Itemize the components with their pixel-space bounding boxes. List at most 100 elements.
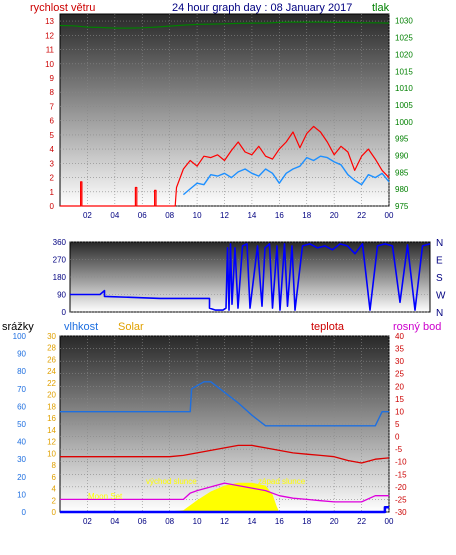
y-tick-label-temp: -15 [395,470,407,479]
y-tick-label-wind: 10 [45,60,54,69]
y-tick-label-temp: -5 [395,445,403,454]
label-solar: Solar [118,321,144,333]
y-tick-label-compass: N [436,238,443,249]
y-tick-label-solar: 24 [47,367,56,376]
y-tick-label-solar: 6 [52,473,57,482]
annotation-vychod-slunce: východ slunce [146,477,197,486]
series-pressure [59,21,390,29]
label-teplota: teplota [311,321,345,333]
y-tick-label-humidity: 20 [17,473,26,482]
y-tick-label-solar: 12 [47,438,56,447]
y-tick-label-wind: 6 [50,117,55,126]
data-series [59,21,431,514]
y-tick-label-temp: -25 [395,495,407,504]
y-tick-label-wind: 5 [50,131,55,140]
y-tick-label-solar: 22 [47,379,56,388]
x-tick-label: 08 [165,517,174,526]
x-tick-label: 00 [385,211,394,220]
y-tick-label-wind: 11 [46,46,55,55]
x-tick-label: 20 [330,517,339,526]
y-tick-label-compass: N [436,308,443,319]
header-left: rychlost větru [30,2,95,14]
y-tick-label-temp: -20 [395,483,407,492]
y-tick-label-pressure: 1010 [395,84,413,93]
y-tick-label-wind: 3 [50,159,55,168]
y-tick-label-temp: -30 [395,508,407,517]
y-tick-label-pressure: 1000 [395,118,413,127]
y-tick-label-solar: 26 [47,355,56,364]
y-tick-label-direction: 360 [53,238,67,247]
x-tick-label: 18 [302,211,311,220]
y-tick-label-wind: 1 [50,188,55,197]
series-humidity [60,381,389,427]
x-tick-label: 14 [247,211,256,220]
y-tick-label-humidity: 50 [17,420,26,429]
y-tick-label-compass: E [436,256,443,267]
label-rosny-bod: rosný bod [393,321,441,333]
y-tick-label-wind: 8 [50,88,55,97]
series-temperature [60,444,390,464]
y-tick-label-humidity: 90 [17,350,26,359]
y-tick-label-wind: 7 [50,102,55,111]
y-tick-label-humidity: 30 [17,455,26,464]
y-tick-label-temp: 35 [395,345,404,354]
y-tick-label-solar: 4 [52,485,57,494]
y-tick-label-compass: W [436,291,446,302]
y-tick-label-solar: 2 [52,496,57,505]
header-right: tlak [372,2,390,14]
y-tick-label-solar: 18 [47,402,56,411]
y-tick-label-direction: 270 [53,256,67,265]
x-tick-label: 04 [110,211,119,220]
y-tick-label-temp: 15 [395,395,404,404]
y-tick-label-humidity: 70 [17,385,26,394]
y-tick-label-temp: 5 [395,420,400,429]
x-tick-label: 16 [275,517,284,526]
series-dewpoint [60,482,389,503]
series-wind-direction [70,243,431,311]
y-tick-label-humidity: 60 [17,402,26,411]
series-wind-avg [182,155,390,196]
x-tick-label: 10 [193,517,202,526]
y-tick-label-temp: 25 [395,370,404,379]
label-srazky: srážky [2,321,34,333]
x-tick-label: 16 [275,211,284,220]
y-tick-label-pressure: 990 [395,151,409,160]
y-tick-label-direction: 180 [53,273,67,282]
y-tick-label-solar: 14 [47,426,56,435]
y-tick-label-pressure: 985 [395,168,409,177]
y-tick-label-humidity: 80 [17,367,26,376]
series-wind-gust [60,125,390,207]
x-tick-label: 10 [193,211,202,220]
y-tick-label-pressure: 1020 [395,50,413,59]
x-tick-label: 06 [138,211,147,220]
y-tick-label-wind: 12 [45,31,54,40]
y-tick-label-temp: -10 [395,458,407,467]
y-tick-label-wind: 0 [50,202,55,211]
y-tick-label-wind: 13 [45,17,54,26]
y-tick-label-solar: 30 [47,332,56,341]
y-tick-label-temp: 10 [395,407,404,416]
y-tick-label-temp: 0 [395,433,400,442]
x-tick-label: 12 [220,517,229,526]
y-tick-label-humidity: 40 [17,438,26,447]
y-tick-label-pressure: 975 [395,202,409,211]
y-tick-label-pressure: 995 [395,135,409,144]
y-tick-label-solar: 20 [47,391,56,400]
x-tick-label: 22 [357,517,366,526]
series-solar [60,482,389,512]
chart-title: 24 hour graph day : 08 January 2017 [172,2,352,14]
x-tick-label: 12 [220,211,229,220]
y-tick-label-solar: 16 [47,414,56,423]
y-tick-label-solar: 8 [52,461,57,470]
y-tick-label-pressure: 980 [395,185,409,194]
y-tick-label-pressure: 1030 [395,17,413,26]
annotation-zapad-slunce: západ slunce [258,477,306,486]
x-tick-label: 02 [83,211,92,220]
y-tick-label-humidity: 0 [22,508,27,517]
y-tick-label-direction: 0 [62,308,67,317]
x-tick-label: 00 [385,517,394,526]
y-tick-label-temp: 40 [395,332,404,341]
y-tick-label-direction: 90 [57,291,66,300]
y-tick-label-temp: 30 [395,357,404,366]
x-tick-label: 22 [357,211,366,220]
